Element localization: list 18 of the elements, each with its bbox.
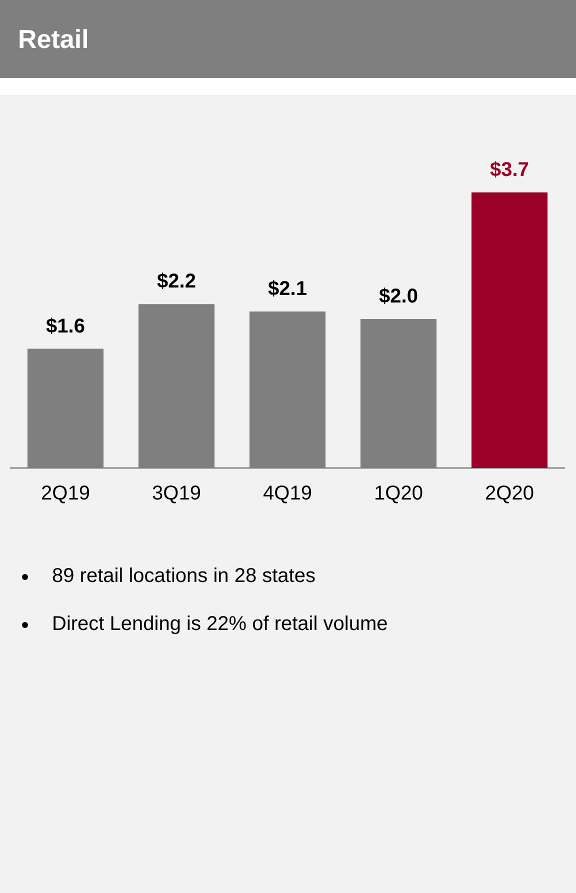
x-tick-label: 2Q20 bbox=[485, 482, 534, 505]
x-tick-label: 2Q19 bbox=[41, 482, 90, 505]
text: Direct Lending is 22% of retail volume bbox=[51, 613, 388, 636]
data-label: $2.0 bbox=[379, 286, 418, 308]
x-tick-label: 3Q19 bbox=[152, 482, 201, 505]
x-tick-label: 4Q19 bbox=[263, 482, 312, 505]
bar bbox=[360, 319, 437, 468]
data-label: $3.7 bbox=[490, 158, 529, 181]
data-label: $2.1 bbox=[268, 278, 307, 300]
bar bbox=[27, 348, 104, 468]
data-label: $2.2 bbox=[157, 270, 196, 293]
bar bbox=[249, 312, 326, 468]
bar bbox=[138, 304, 215, 468]
text: 89 retail locations in 28 states bbox=[51, 565, 316, 588]
data-label: $1.6 bbox=[46, 315, 85, 338]
x-tick-label: 1Q20 bbox=[374, 482, 423, 505]
chart-title: Retail bbox=[18, 24, 89, 55]
bar bbox=[471, 192, 548, 468]
